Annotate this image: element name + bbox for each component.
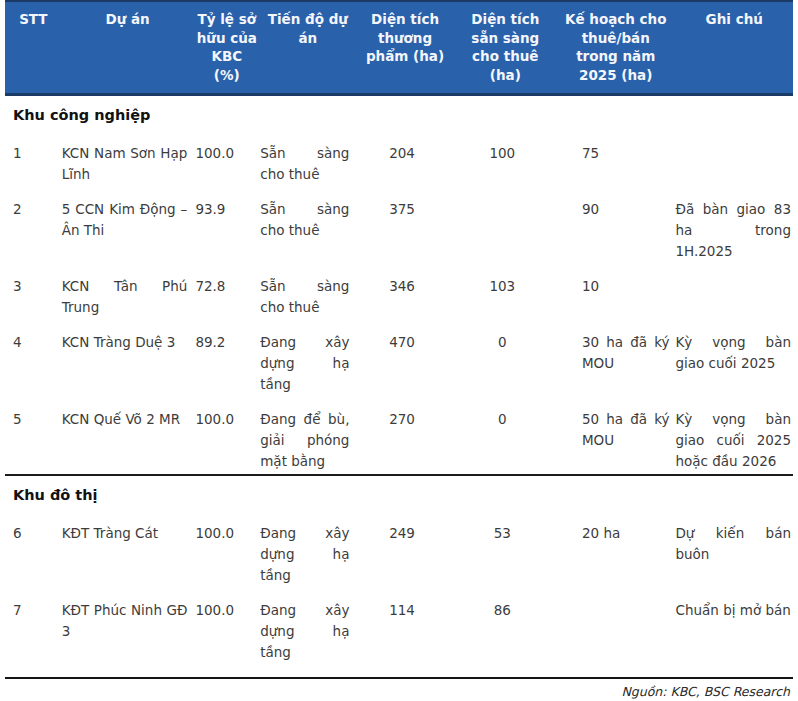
cell-commercial-area: 470: [355, 320, 454, 397]
cell-plan-2025: [556, 588, 676, 678]
table-row: 3KCN Tân Phú Trung72.8Sẵn sàng cho thuê3…: [5, 264, 793, 320]
cell-stt: 3: [5, 264, 62, 320]
cell-progress: Đang xây dựng hạ tầng: [260, 320, 355, 397]
cell-ready-area: [455, 187, 556, 264]
header-cell-5: Diện tích thương phẩm (ha): [355, 1, 454, 94]
cell-plan-2025: 90: [556, 187, 676, 264]
cell-plan-2025: 30 ha đã ký MOU: [556, 320, 676, 397]
cell-ownership: 100.0: [193, 511, 260, 588]
section-title-row: Khu đô thị: [5, 475, 793, 511]
table-row: 5KCN Quế Võ 2 MR100.0Đang để bù, giải ph…: [5, 397, 793, 475]
section-title: Khu công nghiệp: [5, 94, 793, 131]
table-header-row: STTDự ánTỷ lệ sở hữu của KBC (%)Tiến độ …: [5, 1, 793, 94]
cell-commercial-area: 270: [355, 397, 454, 475]
cell-stt: 4: [5, 320, 62, 397]
cell-plan-2025: 75: [556, 131, 676, 187]
cell-ready-area: 100: [455, 131, 556, 187]
cell-note: Kỳ vọng bàn giao cuối 2025: [675, 320, 793, 397]
cell-ownership: 72.8: [193, 264, 260, 320]
cell-project: KCN Nam Sơn Hạp Lĩnh: [62, 131, 194, 187]
cell-project: KĐT Tràng Cát: [62, 511, 194, 588]
cell-project: 5 CCN Kim Động – Ân Thi: [62, 187, 194, 264]
cell-progress: Đang xây dựng hạ tầng: [260, 588, 355, 678]
cell-ownership: 89.2: [193, 320, 260, 397]
cell-note: [675, 131, 793, 187]
cell-commercial-area: 375: [355, 187, 454, 264]
cell-stt: 6: [5, 511, 62, 588]
cell-commercial-area: 346: [355, 264, 454, 320]
cell-ownership: 100.0: [193, 397, 260, 475]
cell-commercial-area: 249: [355, 511, 454, 588]
cell-stt: 1: [5, 131, 62, 187]
cell-project: KCN Tràng Duệ 3: [62, 320, 194, 397]
cell-plan-2025: 10: [556, 264, 676, 320]
cell-ready-area: 86: [455, 588, 556, 678]
cell-ready-area: 103: [455, 264, 556, 320]
cell-ownership: 100.0: [193, 131, 260, 187]
cell-note: Dự kiến bán buôn: [675, 511, 793, 588]
header-cell-6: Diện tích sẵn sàng cho thuê (ha): [455, 1, 556, 94]
cell-project: KĐT Phúc Ninh GĐ 3: [62, 588, 194, 678]
table-row: 25 CCN Kim Động – Ân Thi93.9Sẵn sàng cho…: [5, 187, 793, 264]
table-row: 1KCN Nam Sơn Hạp Lĩnh100.0Sẵn sàng cho t…: [5, 131, 793, 187]
cell-stt: 7: [5, 588, 62, 678]
table-row: 7KĐT Phúc Ninh GĐ 3100.0Đang xây dựng hạ…: [5, 588, 793, 678]
header-cell-4: Tiến độ dự án: [260, 1, 355, 94]
table-row: 6KĐT Tràng Cát100.0Đang xây dựng hạ tầng…: [5, 511, 793, 588]
cell-ready-area: 53: [455, 511, 556, 588]
cell-progress: Sẵn sàng cho thuê: [260, 131, 355, 187]
cell-stt: 2: [5, 187, 62, 264]
cell-commercial-area: 114: [355, 588, 454, 678]
cell-ready-area: 0: [455, 320, 556, 397]
cell-note: [675, 264, 793, 320]
header-cell-7: Kế hoạch cho thuê/bán trong năm 2025 (ha…: [556, 1, 676, 94]
source-note: Nguồn: KBC, BSC Research: [5, 679, 793, 701]
cell-note: Chuẩn bị mở bán: [675, 588, 793, 678]
table-row: 4KCN Tràng Duệ 389.2Đang xây dựng hạ tần…: [5, 320, 793, 397]
cell-plan-2025: 20 ha: [556, 511, 676, 588]
header-cell-8: Ghi chú: [675, 1, 793, 94]
cell-progress: Đang để bù, giải phóng mặt bằng: [260, 397, 355, 475]
section-title-row: Khu công nghiệp: [5, 94, 793, 131]
cell-progress: Đang xây dựng hạ tầng: [260, 511, 355, 588]
header-cell-2: Dự án: [62, 1, 194, 94]
cell-plan-2025: 50 ha đã ký MOU: [556, 397, 676, 475]
projects-table: STTDự ánTỷ lệ sở hữu của KBC (%)Tiến độ …: [5, 0, 793, 679]
cell-progress: Sẵn sàng cho thuê: [260, 187, 355, 264]
header-cell-3: Tỷ lệ sở hữu của KBC (%): [193, 1, 260, 94]
cell-note: Kỳ vọng bàn giao cuối 2025 hoặc đầu 2026: [675, 397, 793, 475]
header-cell-1: STT: [5, 1, 62, 94]
section-title: Khu đô thị: [5, 475, 793, 511]
cell-ownership: 93.9: [193, 187, 260, 264]
cell-ready-area: 0: [455, 397, 556, 475]
cell-commercial-area: 204: [355, 131, 454, 187]
cell-note: Đã bàn giao 83 ha trong 1H.2025: [675, 187, 793, 264]
cell-progress: Sẵn sàng cho thuê: [260, 264, 355, 320]
cell-stt: 5: [5, 397, 62, 475]
cell-ownership: 100.0: [193, 588, 260, 678]
cell-project: KCN Quế Võ 2 MR: [62, 397, 194, 475]
projects-report-page: STTDự ánTỷ lệ sở hữu của KBC (%)Tiến độ …: [0, 0, 798, 701]
cell-project: KCN Tân Phú Trung: [62, 264, 194, 320]
